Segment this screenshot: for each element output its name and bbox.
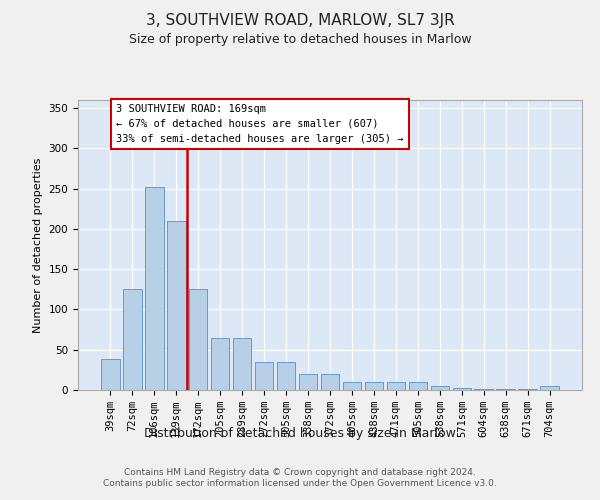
Bar (167, 221, 185, 390)
Bar (320, 374, 340, 390)
Bar (431, 386, 449, 390)
Bar (541, 386, 559, 390)
Text: 3, SOUTHVIEW ROAD, MARLOW, SL7 3JR: 3, SOUTHVIEW ROAD, MARLOW, SL7 3JR (146, 12, 454, 28)
Bar (386, 382, 405, 390)
Bar (343, 382, 361, 390)
Bar (145, 187, 164, 390)
Text: Distribution of detached houses by size in Marlow: Distribution of detached houses by size … (144, 428, 456, 440)
Bar (518, 389, 537, 390)
Bar (233, 338, 251, 390)
Bar (365, 382, 383, 390)
Bar (496, 389, 515, 390)
Bar (475, 389, 493, 390)
Bar (211, 338, 229, 390)
Bar (299, 374, 317, 390)
Bar (123, 290, 142, 390)
Text: Contains HM Land Registry data © Crown copyright and database right 2024.
Contai: Contains HM Land Registry data © Crown c… (103, 468, 497, 487)
Bar (409, 382, 427, 390)
Bar (101, 360, 119, 390)
Bar (277, 362, 295, 390)
Bar (452, 388, 471, 390)
Bar (189, 290, 208, 390)
Text: Size of property relative to detached houses in Marlow: Size of property relative to detached ho… (128, 32, 472, 46)
Y-axis label: Number of detached properties: Number of detached properties (33, 158, 43, 332)
Text: 3 SOUTHVIEW ROAD: 169sqm
← 67% of detached houses are smaller (607)
33% of semi-: 3 SOUTHVIEW ROAD: 169sqm ← 67% of detach… (116, 104, 404, 144)
Bar (255, 362, 274, 390)
